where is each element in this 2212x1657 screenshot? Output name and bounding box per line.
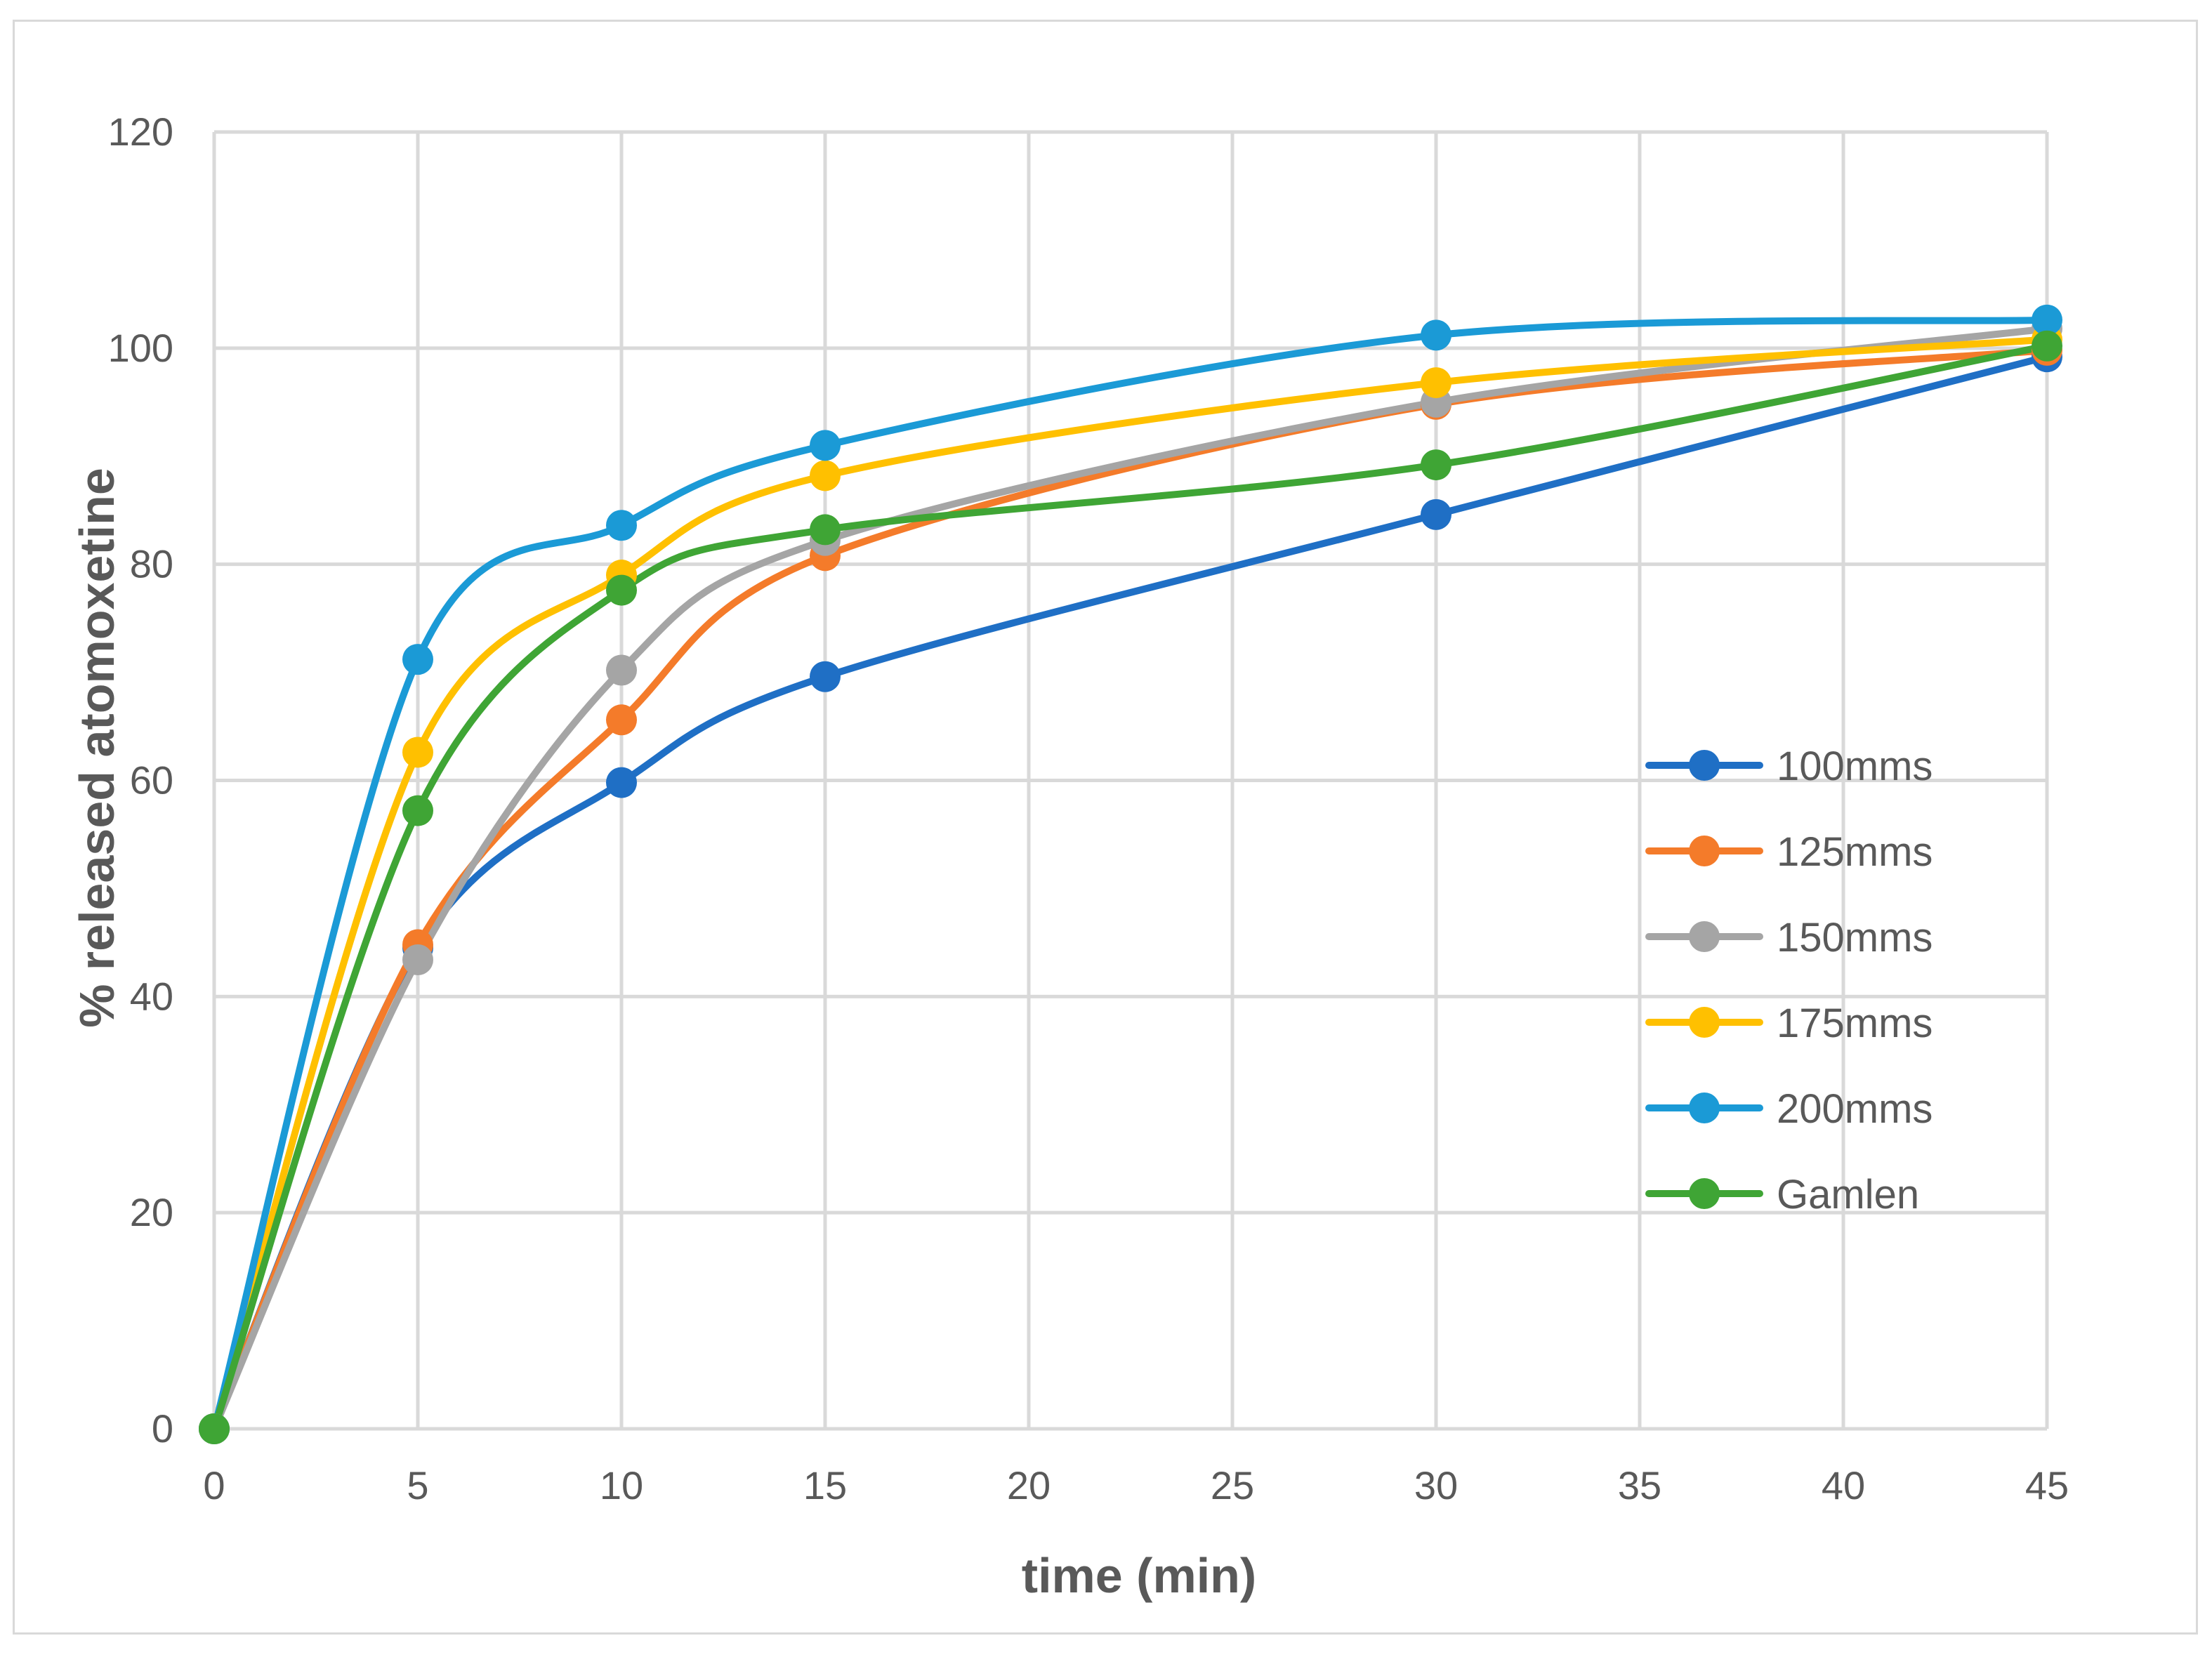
data-point-175mms: [402, 737, 433, 768]
legend-item-175mms: 175mms: [1645, 1001, 1933, 1046]
x-tick-label: 35: [1618, 1463, 1661, 1507]
data-point-200mms: [606, 510, 637, 541]
legend-item-200mms: 200mms: [1645, 1086, 1933, 1132]
x-tick-label: 30: [1414, 1463, 1458, 1507]
y-tick-label: 120: [108, 110, 173, 154]
legend-label: 200mms: [1777, 1086, 1933, 1132]
chart-frame: [13, 20, 2198, 1635]
x-tick-label: 20: [1007, 1463, 1051, 1507]
x-tick-label: 15: [803, 1463, 847, 1507]
data-point-gamlen: [606, 574, 637, 606]
legend-item-100mms: 100mms: [1645, 744, 1933, 789]
x-tick-label: 0: [203, 1463, 225, 1507]
x-tick-label: 45: [2025, 1463, 2069, 1507]
y-tick-label: 60: [130, 758, 173, 803]
data-point-150mms: [402, 944, 433, 976]
legend: 100mms 125mms 150mms 175mms 200mms Gamlen: [1645, 744, 1933, 1217]
legend-swatch-marker: [1689, 1092, 1720, 1123]
data-point-200mms: [402, 644, 433, 675]
legend-swatch-marker: [1689, 750, 1720, 781]
y-axis-ticks: 0 20 40 60 80 100 120: [108, 110, 173, 1451]
y-axis-title: % released atomoxetine: [70, 468, 124, 1028]
series-line-175mms: [211, 336, 2050, 1432]
legend-swatch-marker: [1689, 836, 1720, 866]
x-axis-ticks: 0 5 10 15 20 25 30 35 40 45: [203, 1463, 2069, 1507]
data-point-175mms: [810, 460, 841, 491]
y-tick-label: 0: [152, 1406, 173, 1451]
legend-swatch-marker: [1689, 921, 1720, 952]
data-point-200mms: [810, 430, 841, 461]
series-points: [199, 304, 2062, 1444]
series-line-200mms: [211, 316, 2050, 1432]
legend-label: 150mms: [1777, 915, 1933, 960]
data-point-gamlen: [1421, 449, 1451, 481]
data-point-gamlen: [2032, 330, 2062, 362]
legend-label: 175mms: [1777, 1001, 1933, 1046]
series-line-150mms: [211, 325, 2050, 1432]
data-point-100mms: [606, 767, 637, 798]
legend-swatch-marker: [1689, 1178, 1720, 1209]
data-point-100mms: [810, 661, 841, 692]
legend-item-150mms: 150mms: [1645, 915, 1933, 960]
data-point-gamlen: [199, 1413, 230, 1444]
y-tick-label: 20: [130, 1190, 173, 1234]
data-point-175mms: [1421, 367, 1451, 399]
gridlines: [212, 130, 2049, 1431]
data-point-150mms: [606, 654, 637, 686]
legend-label: 100mms: [1777, 744, 1933, 789]
legend-label: Gamlen: [1777, 1172, 1919, 1217]
series-line-100mms: [211, 353, 2050, 1432]
x-tick-label: 5: [407, 1463, 428, 1507]
data-point-gamlen: [810, 514, 841, 546]
data-point-200mms: [2032, 304, 2062, 336]
data-point-100mms: [1421, 499, 1451, 530]
legend-label: 125mms: [1777, 829, 1933, 875]
legend-item-125mms: 125mms: [1645, 829, 1933, 875]
x-tick-label: 10: [600, 1463, 643, 1507]
series-lines: [211, 316, 2050, 1432]
series-line-125mms: [211, 346, 2050, 1432]
legend-swatch-marker: [1689, 1007, 1720, 1038]
y-tick-label: 80: [130, 542, 173, 586]
x-axis-title: time (min): [1022, 1548, 1256, 1603]
y-tick-label: 40: [130, 974, 173, 1018]
x-tick-label: 25: [1211, 1463, 1254, 1507]
series-line-gamlen: [211, 342, 2050, 1432]
x-tick-label: 40: [1822, 1463, 1865, 1507]
data-point-gamlen: [402, 795, 433, 826]
legend-item-gamlen: Gamlen: [1645, 1172, 1919, 1217]
data-point-200mms: [1421, 319, 1451, 351]
y-tick-label: 100: [108, 326, 173, 370]
data-point-125mms: [606, 704, 637, 736]
